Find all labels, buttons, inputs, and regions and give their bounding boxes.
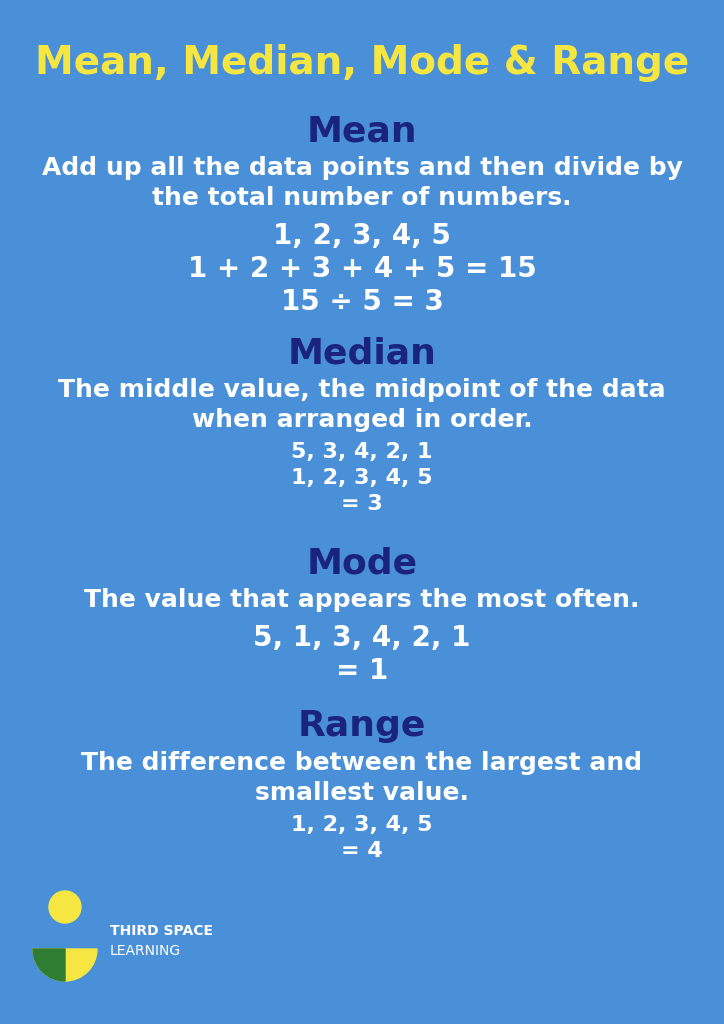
Wedge shape <box>33 949 97 981</box>
Text: 1, 2, 3, 4, 5: 1, 2, 3, 4, 5 <box>291 815 433 835</box>
Text: smallest value.: smallest value. <box>255 781 469 805</box>
Text: 1 + 2 + 3 + 4 + 5 = 15: 1 + 2 + 3 + 4 + 5 = 15 <box>188 255 536 283</box>
Text: Mean: Mean <box>307 114 417 148</box>
Text: Add up all the data points and then divide by: Add up all the data points and then divi… <box>41 156 683 180</box>
Text: Mode: Mode <box>306 546 418 580</box>
Text: Range: Range <box>298 709 426 743</box>
Text: The middle value, the midpoint of the data: The middle value, the midpoint of the da… <box>58 378 666 402</box>
Text: 1, 2, 3, 4, 5: 1, 2, 3, 4, 5 <box>273 222 451 250</box>
Text: 5, 3, 4, 2, 1: 5, 3, 4, 2, 1 <box>291 442 433 462</box>
Text: 5, 1, 3, 4, 2, 1: 5, 1, 3, 4, 2, 1 <box>253 624 471 652</box>
Text: The difference between the largest and: The difference between the largest and <box>81 751 643 775</box>
Text: Median: Median <box>287 336 437 370</box>
Text: 1, 2, 3, 4, 5: 1, 2, 3, 4, 5 <box>291 468 433 488</box>
Text: when arranged in order.: when arranged in order. <box>192 408 532 432</box>
Text: the total number of numbers.: the total number of numbers. <box>152 186 572 210</box>
Text: 15 ÷ 5 = 3: 15 ÷ 5 = 3 <box>281 288 443 316</box>
Wedge shape <box>33 949 65 981</box>
Circle shape <box>49 891 81 923</box>
Text: = 4: = 4 <box>341 841 383 861</box>
Text: = 3: = 3 <box>341 494 383 514</box>
Text: = 1: = 1 <box>336 657 388 685</box>
Text: The value that appears the most often.: The value that appears the most often. <box>84 588 640 612</box>
Text: THIRD SPACE: THIRD SPACE <box>110 924 213 938</box>
Text: Mean, Median, Mode & Range: Mean, Median, Mode & Range <box>35 44 689 82</box>
Text: LEARNING: LEARNING <box>110 944 181 958</box>
